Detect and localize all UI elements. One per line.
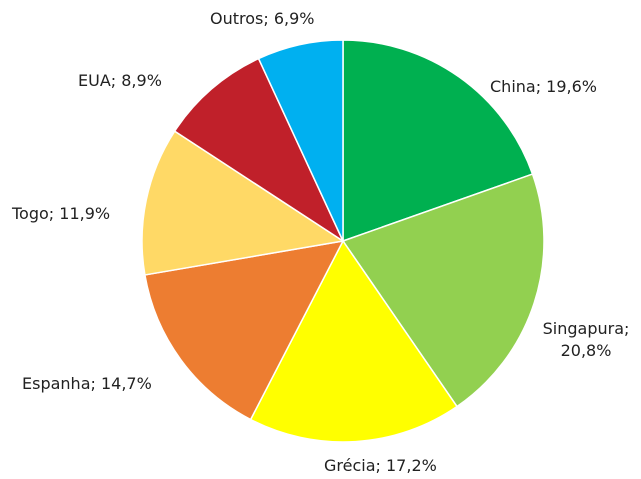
slice-label: EUA; 8,9% (78, 71, 162, 90)
slice-label: Espanha; 14,7% (22, 374, 152, 393)
pie-slice (144, 240, 345, 421)
slice-label: Outros; 6,9% (210, 9, 315, 28)
pie-slice (249, 239, 459, 443)
pie-slice (173, 57, 345, 244)
slice-label: Singapura; 20,8% (542, 319, 630, 360)
slice-label: Togo; 11,9% (12, 204, 111, 223)
pie-slice (341, 173, 545, 408)
pie-slice (141, 130, 346, 276)
slice-label: Grécia; 17,2% (324, 456, 437, 475)
pie-slice (257, 39, 344, 242)
slice-label: China; 19,6% (490, 77, 598, 96)
